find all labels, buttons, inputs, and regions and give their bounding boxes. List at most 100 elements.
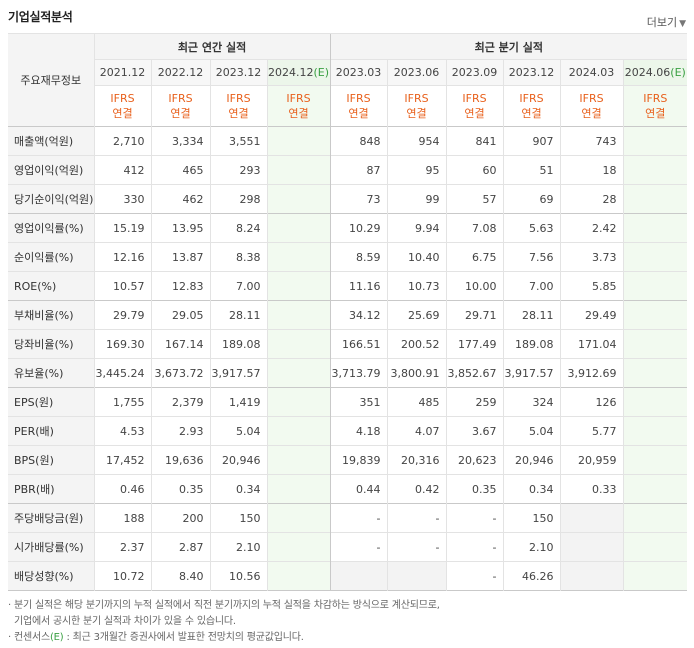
ifrs-label: IFRS 연결 [150,85,210,127]
table-cell: 10.72 [93,561,151,591]
table-cell [266,416,331,446]
table-cell: 60 [445,155,504,185]
table-cell: 4.53 [93,416,151,446]
period-date: 2023.06 [386,59,447,86]
row-label: 당기순이익(억원) [8,184,94,214]
table-cell [266,387,331,417]
table-cell: 2,379 [150,387,210,417]
estimate-mark: (E) [313,66,330,79]
table-cell: 188 [93,503,151,533]
table-cell: 841 [445,126,504,156]
table-cell: 150 [502,503,561,533]
ifrs-text: IFRS [286,92,311,105]
table-cell: 0.35 [150,474,210,504]
row-label: 순이익률(%) [8,242,94,272]
table-cell: 3,713.79 [329,358,388,388]
period-date: 2024.12(E) [266,59,331,86]
period-date-text: 2023.09 [451,66,498,79]
table-cell: 0.44 [329,474,388,504]
table-cell: 2.10 [209,532,267,562]
table-cell: 28.11 [209,300,267,330]
period-date: 2023.03 [329,59,388,86]
consolidated-text: 연결 [581,107,602,120]
table-row: 매출액(억원) 2,710 3,334 3,551 848 954 841 907 743 [8,126,688,156]
ifrs-text: IFRS [110,92,135,105]
table-cell: 57 [445,184,504,214]
more-link[interactable]: 더보기 ▼ [647,14,686,30]
table-cell: 51 [502,155,561,185]
table-cell [266,474,331,504]
table-cell: 3.73 [559,242,624,272]
table-cell: 3,912.69 [559,358,624,388]
table-cell: 87 [329,155,388,185]
period-date-text: 2023.12 [508,66,555,79]
table-cell: 2.42 [559,213,624,243]
table-cell: 293 [209,155,267,185]
ifrs-text: IFRS [226,92,251,105]
table-cell: 2.87 [150,532,210,562]
period-date-text: 2024.06 [624,66,671,79]
table-cell: 412 [93,155,151,185]
table-cell: 0.33 [559,474,624,504]
note-3: · 컨센서스(E) : 최근 3개월간 증권사에서 발표한 전망치의 평균값입니… [8,632,304,643]
table-cell: 5.04 [209,416,267,446]
period-date: 2024.03 [559,59,624,86]
ifrs-label: IFRS 연결 [502,85,561,127]
table-cell: 907 [502,126,561,156]
ifrs-label: IFRS 연결 [386,85,447,127]
table-cell: 8.40 [150,561,210,591]
table-cell [266,126,331,156]
period-date-text: 2022.12 [157,66,204,79]
table-cell: 28 [559,184,624,214]
table-cell: 34.12 [329,300,388,330]
table-cell: 3,917.57 [209,358,267,388]
table-row: ROE(%) 10.57 12.83 7.00 11.16 10.73 10.00 7.00 5… [8,271,688,301]
table-cell: 2.10 [502,532,561,562]
table-cell [622,561,688,591]
period-date-text: 2021.12 [99,66,146,79]
row-label: 유보율(%) [8,358,94,388]
table-cell [329,561,388,591]
table-cell [622,242,688,272]
table-cell: 8.38 [209,242,267,272]
ifrs-text: IFRS [404,92,429,105]
row-label: 주당배당금(원) [8,503,94,533]
table-row: 부채비율(%) 29.79 29.05 28.11 34.12 25.69 29.71 28.… [8,300,688,330]
table-cell: 8.59 [329,242,388,272]
table-cell: 177.49 [445,329,504,359]
table-cell [622,503,688,533]
table-cell: 5.63 [502,213,561,243]
consolidated-text: 연결 [170,107,191,120]
table-cell: 171.04 [559,329,624,359]
consolidated-text: 연결 [464,107,485,120]
table-cell: 462 [150,184,210,214]
table-cell [266,503,331,533]
table-row: 시가배당률(%) 2.37 2.87 2.10- - -2.10 [8,532,688,562]
period-date: 2021.12 [93,59,151,86]
row-label: 매출액(억원) [8,126,94,156]
table-cell: 7.00 [209,271,267,301]
table-cell: 12.83 [150,271,210,301]
consolidated-text: 연결 [112,107,133,120]
ifrs-label: IFRS 연결 [93,85,151,127]
period-date: 2023.12 [209,59,267,86]
ifrs-label: IFRS 연결 [445,85,504,127]
table-cell: 11.16 [329,271,388,301]
table-cell: 29.71 [445,300,504,330]
period-date: 2023.12 [502,59,561,86]
table-cell [266,532,331,562]
period-date: 2022.12 [150,59,210,86]
table-cell: 13.87 [150,242,210,272]
chevron-down-icon: ▼ [679,19,686,29]
table-cell [266,271,331,301]
table-cell: 3.67 [445,416,504,446]
key-label: 주요재무정보 [8,33,94,127]
table-cell [266,445,331,475]
period-date: 2023.09 [445,59,504,86]
ifrs-label: IFRS 연결 [209,85,267,127]
table-cell [266,300,331,330]
table-cell: 3,334 [150,126,210,156]
table-cell: 3,917.57 [502,358,561,388]
table-cell [622,184,688,214]
footnotes: · 분기 실적은 해당 분기까지의 누적 실적에서 직전 분기까지의 누적 실적… [8,598,440,646]
